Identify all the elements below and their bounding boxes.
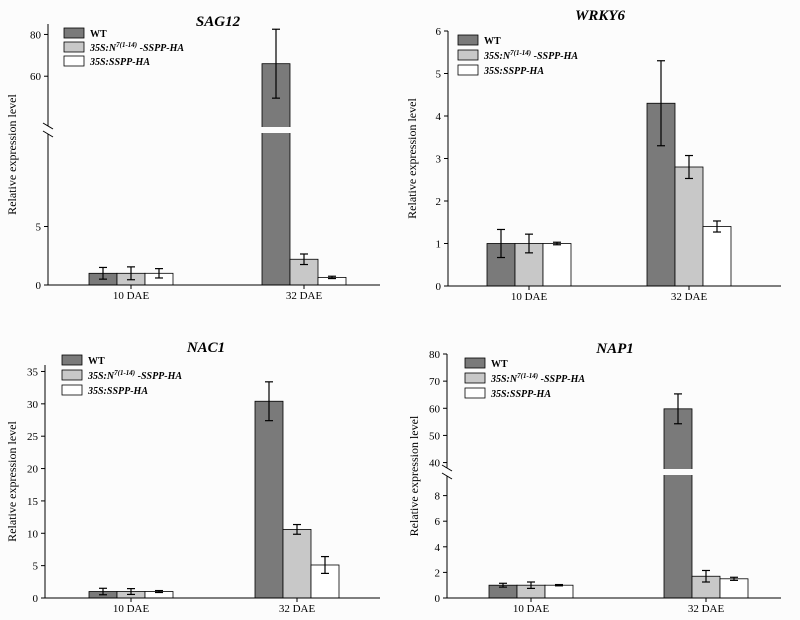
x-tick-label: 32 DAE bbox=[671, 291, 708, 303]
legend-label-2: 35S:N7(1-14) -SSPP-HA bbox=[490, 372, 585, 385]
y-tick-label: 0 bbox=[436, 281, 442, 293]
axis-break-mark bbox=[42, 122, 54, 130]
y-axis-label: Relative expression level bbox=[5, 421, 19, 542]
y-tick-label: 5 bbox=[33, 561, 39, 573]
bar-3-2 bbox=[702, 226, 732, 287]
y-axis-label: Relative expression level bbox=[407, 415, 421, 536]
y-tick-label: 40 bbox=[429, 458, 441, 470]
y-tick-label: 35 bbox=[27, 366, 39, 378]
bar-1-2 bbox=[254, 400, 284, 599]
y-tick-label: 0 bbox=[33, 593, 39, 605]
legend-label-2: 35S:N7(1-14) -SSPP-HA bbox=[89, 41, 184, 54]
legend-swatch-2 bbox=[61, 369, 83, 381]
chart-panel-nap1: NAP1 Relative expression level 10 DAE 32 DA… bbox=[407, 341, 781, 615]
y-tick-label: 10 bbox=[27, 528, 39, 540]
legend-swatch-3 bbox=[464, 387, 486, 399]
chart-panel-sag12: SAG12 Relative expression level 10 DAE 32 D… bbox=[5, 14, 380, 302]
chart-title: SAG12 bbox=[196, 14, 241, 30]
legend-label-2: 35S:N7(1-14) -SSPP-HA bbox=[483, 49, 578, 62]
legend: WT 35S:N7(1-14) -SSPP-HA 35S:SSPP-HA bbox=[464, 357, 585, 400]
bar-1-2 bbox=[663, 408, 693, 599]
y-tick-label: 2 bbox=[436, 196, 442, 208]
y-tick-label: 60 bbox=[30, 71, 42, 83]
x-tick-label: 10 DAE bbox=[511, 291, 548, 303]
legend-swatch-2 bbox=[63, 41, 85, 53]
y-axis-label: Relative expression level bbox=[405, 98, 419, 219]
y-tick-label: 4 bbox=[436, 111, 442, 123]
legend-swatch-2 bbox=[464, 372, 486, 384]
legend: WT 35S:N7(1-14) -SSPP-HA 35S:SSPP-HA bbox=[61, 354, 182, 397]
y-tick-label: 1 bbox=[436, 239, 442, 251]
bar-2-2 bbox=[282, 528, 312, 599]
legend-label-1: WT bbox=[491, 359, 508, 370]
bar-3-1 bbox=[542, 243, 572, 287]
y-tick-label: 50 bbox=[429, 430, 441, 442]
bar-2-2 bbox=[674, 166, 704, 287]
legend-label-1: WT bbox=[88, 356, 105, 367]
y-tick-label: 30 bbox=[27, 399, 39, 411]
y-tick-label: 20 bbox=[27, 464, 39, 476]
x-tick-label: 32 DAE bbox=[279, 603, 316, 615]
legend-swatch-1 bbox=[63, 27, 85, 39]
x-tick-label: 32 DAE bbox=[688, 603, 725, 615]
x-tick-label: 10 DAE bbox=[513, 603, 550, 615]
bar-3-1 bbox=[544, 584, 574, 599]
bar-break-gap bbox=[663, 469, 693, 475]
y-tick-label: 80 bbox=[429, 349, 441, 361]
legend-swatch-2 bbox=[457, 49, 479, 61]
y-tick-label: 6 bbox=[436, 26, 442, 38]
legend-swatch-3 bbox=[457, 64, 479, 76]
legend-swatch-3 bbox=[61, 384, 83, 396]
y-tick-label: 0 bbox=[36, 280, 42, 292]
legend-swatch-3 bbox=[63, 55, 85, 67]
x-tick-label: 10 DAE bbox=[113, 603, 150, 615]
x-tick-label: 10 DAE bbox=[113, 290, 150, 302]
y-tick-label: 60 bbox=[429, 403, 441, 415]
chart-title: NAP1 bbox=[595, 341, 634, 357]
legend-swatch-1 bbox=[457, 34, 479, 46]
legend-label-3: 35S:SSPP-HA bbox=[483, 66, 544, 77]
chart-panel-wrky6: WRKY6 Relative expression level 10 DAE 32 D… bbox=[405, 8, 781, 303]
y-tick-label: 25 bbox=[27, 431, 39, 443]
legend-label-1: WT bbox=[90, 29, 107, 40]
axis-break-mark bbox=[441, 464, 453, 472]
legend-label-3: 35S:SSPP-HA bbox=[87, 386, 148, 397]
y-tick-label: 80 bbox=[30, 29, 42, 41]
legend-label-3: 35S:SSPP-HA bbox=[490, 389, 551, 400]
legend-label-2: 35S:N7(1-14) -SSPP-HA bbox=[87, 369, 182, 382]
y-tick-label: 3 bbox=[436, 154, 442, 166]
y-tick-label: 6 bbox=[435, 516, 441, 528]
y-tick-label: 2 bbox=[435, 567, 441, 579]
bar-3-2 bbox=[719, 578, 749, 599]
y-tick-label: 5 bbox=[36, 222, 42, 234]
chart-title: NAC1 bbox=[186, 340, 225, 356]
y-tick-label: 15 bbox=[27, 496, 39, 508]
chart-title: WRKY6 bbox=[575, 8, 626, 24]
axis-break-mark bbox=[42, 130, 54, 138]
legend-label-3: 35S:SSPP-HA bbox=[89, 57, 150, 68]
y-tick-label: 0 bbox=[435, 593, 441, 605]
legend-swatch-1 bbox=[464, 357, 486, 369]
y-tick-label: 5 bbox=[436, 69, 442, 81]
y-tick-label: 4 bbox=[435, 542, 441, 554]
bar-1-2 bbox=[261, 63, 291, 286]
y-tick-label: 70 bbox=[429, 376, 441, 388]
legend: WT 35S:N7(1-14) -SSPP-HA 35S:SSPP-HA bbox=[457, 34, 578, 77]
axis-break-mark bbox=[441, 472, 453, 480]
bar-break-gap bbox=[261, 127, 291, 133]
legend-label-1: WT bbox=[484, 36, 501, 47]
x-tick-label: 32 DAE bbox=[286, 290, 323, 302]
y-axis-label: Relative expression level bbox=[5, 94, 19, 215]
chart-panel-nac1: NAC1 Relative expression level 10 DAE 32 DA… bbox=[5, 340, 380, 615]
y-tick-label: 8 bbox=[435, 491, 441, 503]
legend-swatch-1 bbox=[61, 354, 83, 366]
